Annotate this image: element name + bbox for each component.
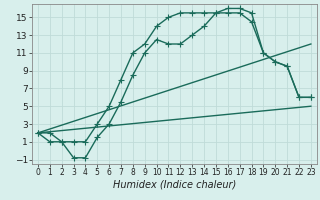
- X-axis label: Humidex (Indice chaleur): Humidex (Indice chaleur): [113, 180, 236, 190]
